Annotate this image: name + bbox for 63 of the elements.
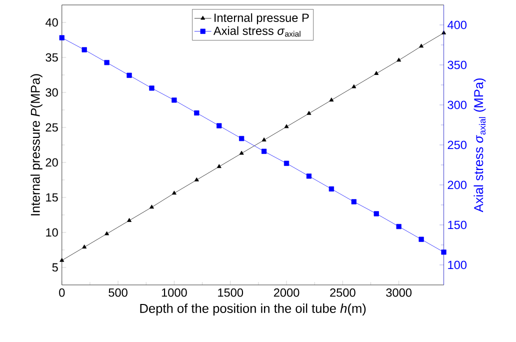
y-tick-label: 20 [46, 158, 58, 166]
point [306, 173, 312, 179]
point [216, 164, 222, 168]
x-tick-label: 1500 [218, 288, 244, 297]
point [352, 84, 356, 88]
y2-tick-label: 100 [448, 260, 467, 269]
point [149, 204, 154, 208]
point [284, 160, 290, 166]
y-tick-label: 5 [52, 263, 58, 272]
point [442, 30, 446, 34]
point [194, 110, 200, 116]
point [328, 186, 334, 192]
point [329, 97, 334, 102]
y2-tick-label: 350 [448, 60, 467, 69]
x-tick-label: 2000 [274, 288, 300, 297]
y-tick-label: 10 [46, 228, 58, 236]
point [126, 72, 132, 78]
x-tick-label: 500 [108, 288, 128, 297]
point [149, 85, 154, 91]
point [284, 124, 289, 128]
point [396, 224, 402, 229]
point [194, 177, 199, 182]
x-tick-label: 0 [59, 288, 65, 297]
point [172, 97, 177, 103]
y-axis-title: Internal pressure P(MPa) [30, 74, 42, 216]
y2-tick-label: 250 [448, 140, 467, 149]
y-tick-label: 15 [46, 193, 58, 202]
x-tick-label: 3000 [386, 288, 412, 297]
x-tick-label: 1000 [162, 288, 187, 297]
point [82, 244, 87, 248]
legend-label: Internal pressue P [214, 13, 309, 24]
point [239, 150, 244, 155]
point [374, 70, 379, 75]
point [239, 136, 244, 141]
point [396, 58, 402, 62]
y-tick-label: 35 [46, 53, 58, 62]
y-tick-label: 40 [46, 18, 58, 26]
point [419, 44, 424, 48]
point [306, 110, 312, 115]
point [418, 236, 424, 242]
point [374, 211, 379, 216]
point [172, 190, 176, 194]
y-tick-label: 30 [46, 88, 58, 96]
y2-tick-label: 200 [448, 180, 467, 189]
point [262, 137, 266, 142]
point [127, 218, 132, 222]
point [261, 148, 267, 154]
point [104, 60, 110, 65]
point [82, 47, 87, 52]
point [60, 258, 64, 262]
y2-tick-label: 300 [448, 100, 467, 109]
y-tick-label: 25 [46, 123, 58, 132]
x-tick-label: 2500 [330, 288, 356, 297]
y2-tick-label: 150 [448, 220, 467, 229]
point [351, 199, 356, 204]
x-axis-title: Depth of the position in the oil tube h(m) [140, 303, 366, 316]
y2-tick-label: 400 [448, 20, 467, 29]
point [104, 231, 110, 236]
y2-axis-title: Axial stress σ$_{axial}$ (MPa) [474, 78, 486, 212]
point [441, 249, 446, 255]
point [59, 35, 64, 40]
point [216, 123, 222, 128]
legend-label: Axial stress σ$_{axial}$ [213, 26, 300, 37]
